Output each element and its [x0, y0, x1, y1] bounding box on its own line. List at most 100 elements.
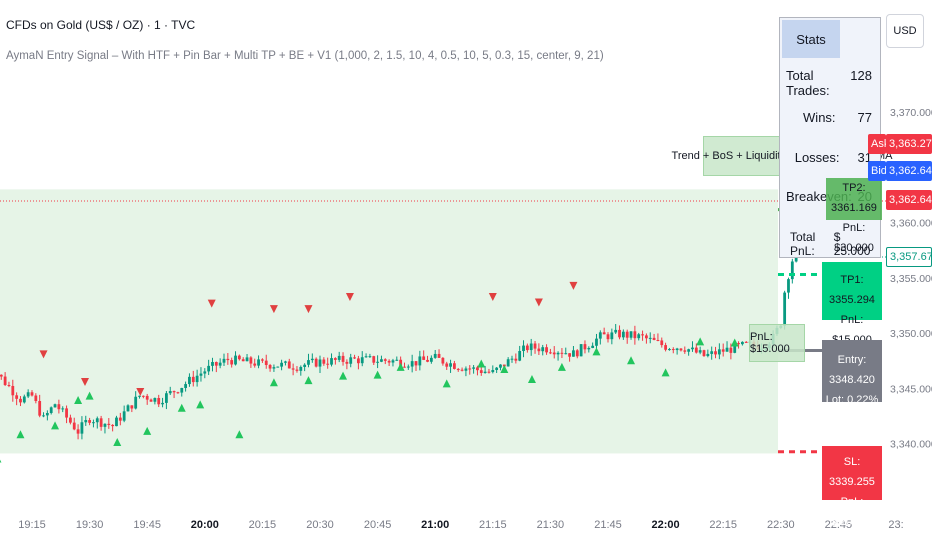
candle: [556, 351, 560, 361]
candle: [237, 354, 241, 361]
candle: [34, 393, 38, 404]
candle: [176, 391, 180, 394]
candle: [287, 358, 291, 369]
candle: [790, 258, 794, 284]
candle: [249, 356, 253, 368]
candle: [445, 361, 449, 370]
candle: [322, 357, 326, 366]
candle: [95, 416, 99, 429]
x-tick-label: 21:45: [594, 519, 622, 531]
candle: [633, 325, 637, 345]
bid-price: 3,362.640: [886, 161, 932, 181]
candle: [122, 405, 126, 423]
candle: [203, 368, 207, 379]
candle: [683, 346, 687, 354]
candle: [330, 353, 333, 367]
currency-button[interactable]: USD: [886, 14, 924, 48]
candle: [414, 361, 418, 371]
buy-signal-arrow: [627, 356, 636, 365]
candle: [710, 346, 714, 360]
candle: [587, 346, 591, 353]
candle: [656, 333, 660, 342]
candle: [629, 331, 633, 340]
buy-signal-arrow: [339, 371, 348, 380]
candle: [729, 343, 733, 360]
signals: [0, 281, 739, 463]
candle: [464, 366, 468, 377]
buy-signal-arrow: [527, 374, 536, 383]
buy-signal-arrow: [373, 370, 382, 379]
price-axis[interactable]: 3,370.0003,365.0003,360.0003,355.0003,35…: [886, 0, 932, 550]
buy-signal-arrow: [143, 426, 152, 435]
time-axis[interactable]: 19:15 19:30 19:45 20:00 20:15 20:30 20:45 21:00…: [18, 519, 903, 531]
candle: [679, 348, 683, 352]
candle: [671, 347, 675, 354]
indicator-title: AymaN Entry Signal – With HTF + Pin Bar …: [6, 50, 604, 62]
candle: [138, 395, 141, 399]
candle: [314, 357, 318, 368]
sell-signal-arrow: [345, 292, 354, 301]
candle: [72, 417, 76, 431]
candle: [694, 343, 698, 354]
candle: [487, 368, 491, 374]
candle: [299, 365, 303, 376]
candle: [188, 373, 191, 387]
buy-signal-arrow: [196, 400, 205, 409]
candle: [652, 333, 656, 341]
buy-signal-arrow: [113, 437, 122, 446]
candle: [572, 345, 575, 357]
candle: [525, 343, 529, 353]
ask-tag: Ask: [868, 134, 889, 154]
buy-signal-arrow: [661, 368, 670, 377]
candle: [380, 355, 383, 363]
candle: [118, 412, 122, 426]
candle: [26, 389, 30, 399]
candle: [687, 348, 691, 356]
candle: [353, 354, 356, 360]
pnl-box: PnL: $15.000: [749, 324, 805, 362]
candle: [357, 355, 360, 370]
candle: [387, 359, 391, 366]
candle: [253, 358, 257, 368]
candle: [598, 330, 602, 345]
candle: [529, 338, 533, 356]
sell-signal-arrow: [269, 305, 278, 314]
sl-label: SL: 3339.255 PnL: $-20.000: [822, 446, 882, 528]
candle: [725, 341, 729, 352]
candle: [717, 343, 721, 360]
sell-signal-arrow: [207, 299, 216, 308]
candle: [564, 347, 568, 355]
candle: [453, 360, 456, 370]
buy-signal-arrow: [557, 362, 566, 371]
candle: [241, 357, 245, 362]
candle: [42, 412, 45, 418]
candle: [549, 348, 552, 355]
x-tick-label: 20:30: [306, 519, 334, 531]
candle: [418, 350, 422, 371]
buy-signal-arrow: [696, 337, 705, 346]
sell-signal-arrow: [39, 350, 48, 359]
y-tick-label: 3,360.000: [890, 218, 932, 230]
buy-signal-arrow: [592, 347, 601, 356]
candle: [456, 367, 460, 372]
candle: [310, 353, 314, 363]
candle: [721, 343, 725, 357]
x-tick-label: 23:: [888, 519, 903, 531]
candle: [11, 379, 15, 402]
buy-signal-arrow: [269, 378, 278, 387]
candle: [337, 351, 341, 363]
buy-signal-arrow: [304, 376, 313, 385]
candle: [606, 332, 610, 343]
candle: [429, 355, 433, 364]
candle: [591, 342, 595, 349]
candle: [621, 329, 625, 340]
candle: [648, 332, 652, 344]
candle: [126, 404, 130, 412]
candle: [107, 418, 111, 429]
candle: [552, 346, 556, 359]
red-line-price: 3,362.640: [886, 190, 932, 210]
candle: [318, 355, 322, 373]
candle: [145, 393, 149, 405]
candle: [514, 353, 518, 364]
